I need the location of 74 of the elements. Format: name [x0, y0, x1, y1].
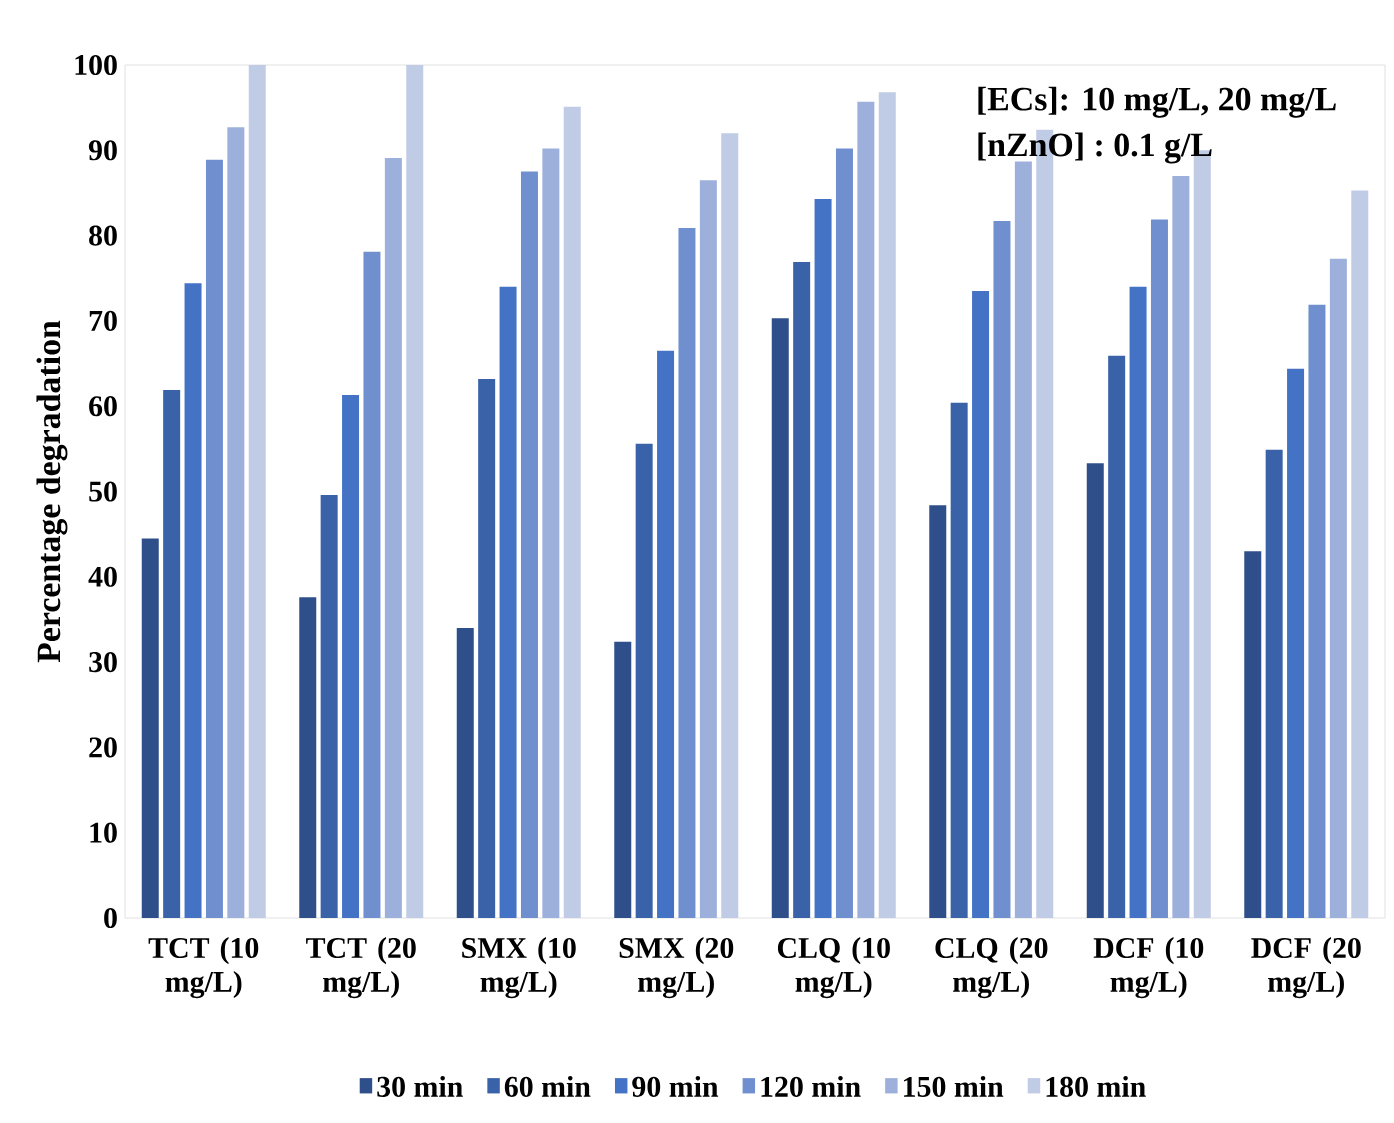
y-tick-label: 30	[89, 652, 117, 673]
y-tick-label: 100	[75, 54, 117, 76]
bar	[699, 180, 717, 918]
bar	[456, 627, 474, 918]
y-tick-label: 50	[89, 481, 117, 502]
legend-label: 150 min	[904, 1075, 1004, 1097]
x-tick-label: DCF (10 mg/L)	[1093, 937, 1204, 999]
bar	[1014, 161, 1032, 918]
bar	[1308, 304, 1326, 918]
bar	[342, 395, 360, 918]
bar	[320, 494, 338, 918]
bar	[1172, 175, 1190, 918]
annotation: [ECs]: 10 mg/L, 20 mg/L	[978, 86, 1336, 118]
bar	[248, 64, 266, 918]
x-tick-label: CLQ (10 mg/L)	[777, 937, 890, 999]
bar	[793, 262, 811, 918]
bar	[499, 286, 517, 918]
bar	[721, 133, 739, 918]
bar	[1265, 449, 1283, 918]
bar	[542, 148, 560, 918]
legend-label: 120 min	[761, 1075, 861, 1097]
bar	[993, 221, 1011, 918]
bar	[835, 148, 853, 918]
annotation: [nZnO] : 0.1 g/L	[978, 132, 1212, 164]
bar	[657, 350, 675, 918]
y-tick-label: 80	[89, 225, 117, 246]
bar	[635, 443, 653, 918]
bar	[771, 318, 789, 918]
y-axis-title: Percentage degradation	[36, 320, 68, 663]
bar	[299, 597, 317, 918]
bar	[1244, 551, 1262, 918]
bar	[163, 389, 181, 918]
x-tick-label: TCT (20 mg/L)	[306, 937, 416, 999]
y-tick-label: 60	[89, 396, 117, 417]
bar	[205, 159, 223, 918]
bar	[1329, 258, 1347, 918]
bar	[614, 641, 632, 918]
bar	[1150, 219, 1168, 918]
x-tick-label: SMX (20 mg/L)	[619, 937, 734, 999]
y-tick-label: 40	[88, 566, 117, 587]
legend-label: 30 min	[377, 1075, 463, 1097]
bar	[563, 106, 581, 918]
y-tick-label: 20	[89, 737, 117, 758]
bar	[1351, 190, 1369, 918]
bar	[929, 505, 947, 918]
bar	[363, 251, 381, 918]
legend-label: 90 min	[632, 1075, 719, 1097]
y-tick-label: 0	[104, 907, 117, 929]
y-tick-label: 70	[89, 310, 117, 331]
bar	[1108, 355, 1126, 918]
legend-label: 60 min	[504, 1075, 591, 1097]
bar	[227, 127, 245, 918]
bar	[141, 538, 159, 918]
x-tick-label: CLQ (20 mg/L)	[935, 937, 1048, 999]
bar	[950, 402, 968, 918]
bar	[478, 378, 496, 918]
bar	[878, 92, 896, 918]
bar	[184, 283, 202, 918]
bar	[384, 157, 402, 918]
x-tick-label: SMX (10 mg/L)	[462, 937, 576, 999]
x-tick-label: DCF (20 mg/L)	[1251, 937, 1361, 999]
bar	[814, 198, 832, 918]
bar	[1086, 463, 1104, 918]
x-tick-label: TCT (10 mg/L)	[148, 937, 259, 999]
bar	[406, 64, 424, 918]
bar	[1129, 286, 1147, 918]
bar	[857, 101, 875, 918]
bar	[972, 291, 990, 918]
bar	[678, 227, 696, 918]
bar	[1287, 368, 1305, 918]
y-tick-label: 90	[88, 140, 117, 161]
bar	[520, 171, 538, 918]
legend-label: 180 min	[1046, 1075, 1146, 1097]
y-tick-label: 10	[90, 822, 117, 843]
